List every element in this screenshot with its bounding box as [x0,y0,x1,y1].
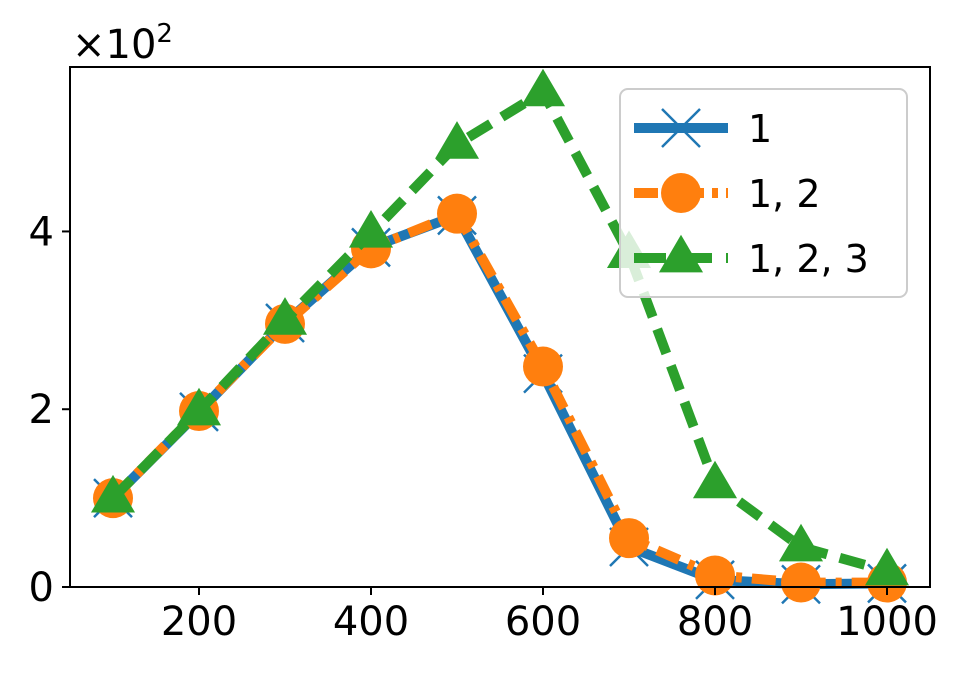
data-point [864,547,910,586]
series-line [109,208,887,588]
legend-label: 1 [748,107,772,151]
data-point [523,346,563,387]
legend-label: 1, 2, 3 [748,237,869,281]
x-axis: 200 400 600 800 1000 [161,587,938,645]
x-tick-label: 400 [333,599,409,645]
data-point [692,460,738,499]
data-point [348,210,394,248]
legend-entry: 1, 2, 3 [634,234,869,281]
x-tick-label: 600 [505,599,581,645]
legend-marker [661,173,701,213]
y-tick-label: 4 [29,209,54,255]
series-line [109,86,889,576]
data-point [778,523,824,562]
x-tick-label: 200 [161,599,237,645]
legend-entry: 1, 2 [634,172,821,216]
legend-marker [661,108,701,148]
axes-frame [69,66,931,588]
y-axis: 0 2 4 [29,209,70,611]
legend-entry: 1 [634,107,772,151]
data-point [434,121,480,159]
data-point [262,297,308,335]
data-point [520,68,566,107]
data-point [781,562,821,603]
legend-box [619,88,908,298]
legend: 1 1, 2 1, 2, 3 [619,88,908,298]
data-point [437,193,477,234]
legend-marker [658,234,704,273]
y-tick-label: 0 [29,565,54,611]
data-point [695,555,735,596]
data-point [90,474,136,513]
series-layer [90,68,910,605]
y-multiplier-exponent: 2 [156,19,173,49]
y-axis-multiplier: ×102 [72,19,173,68]
y-tick-label: 2 [29,387,54,433]
data-point [609,518,649,559]
x-tick-label: 800 [677,599,753,645]
data-point [176,387,222,426]
x-tick-label: 1000 [836,599,938,645]
legend-label: 1, 2 [748,172,821,216]
y-multiplier-base: ×10 [72,22,156,68]
